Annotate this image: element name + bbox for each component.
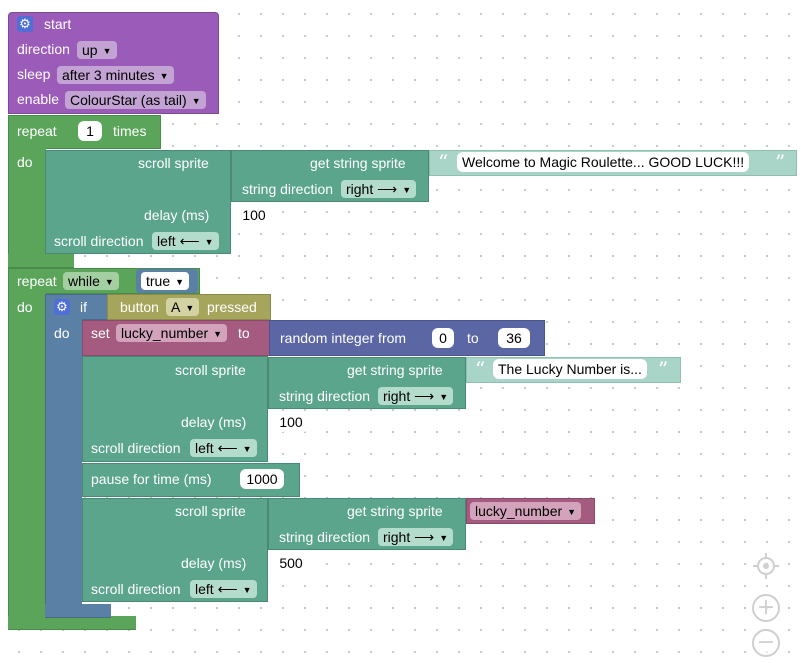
open-quote-icon-2: “ (475, 357, 486, 381)
delay-input-3[interactable]: 500 (273, 553, 309, 573)
repeat-label: repeat (17, 123, 57, 139)
sleep-label: sleep (17, 66, 51, 82)
string-direction-label: string direction (242, 181, 334, 197)
repeat-mode-dropdown[interactable]: while ▼ (63, 272, 119, 290)
variable-getter-dropdown[interactable]: lucky_number ▼ (470, 502, 582, 520)
boolean-dropdown[interactable]: true ▼ (141, 272, 190, 290)
string-direction-dropdown[interactable]: right ⟶ ▼ (341, 180, 417, 198)
close-quote-icon: ” (775, 150, 786, 174)
random-from-input[interactable]: 0 (432, 328, 454, 348)
repeat-times-left-arm (8, 148, 46, 260)
enable-dropdown[interactable]: ColourStar (as tail) ▼ (65, 91, 206, 109)
if-left-arm (45, 319, 82, 609)
string-direction-label-2: string direction (279, 388, 371, 404)
direction-dropdown[interactable]: up ▼ (77, 41, 117, 59)
minus-icon[interactable]: − (752, 629, 780, 657)
random-to-input[interactable]: 36 (498, 328, 530, 348)
button-label: button (120, 299, 159, 315)
sleep-dropdown[interactable]: after 3 minutes ▼ (57, 66, 174, 84)
set-label: set (91, 325, 110, 341)
repeat-count-input[interactable]: 1 (78, 121, 102, 141)
do-label-2: do (17, 299, 33, 315)
delay-input[interactable]: 100 (236, 205, 272, 225)
enable-label: enable (17, 91, 60, 107)
if-do-label: do (54, 325, 70, 341)
pressed-label: pressed (207, 299, 257, 315)
string-direction-dropdown-3[interactable]: right ⟶ ▼ (378, 528, 454, 546)
times-label: times (113, 123, 147, 139)
crosshair-icon[interactable] (752, 552, 780, 580)
scroll-sprite-label: scroll sprite (138, 155, 209, 171)
repeat-times-bottom (8, 254, 74, 268)
delay-input-2[interactable]: 100 (273, 412, 309, 432)
string-direction-dropdown-2[interactable]: right ⟶ ▼ (378, 387, 454, 405)
scroll-direction-dropdown[interactable]: left ⟵ ▼ (152, 232, 219, 250)
if-gear-icon[interactable]: ⚙ (54, 299, 70, 315)
button-dropdown[interactable]: A ▼ (166, 298, 200, 316)
scroll-direction-dropdown-2[interactable]: left ⟵ ▼ (190, 439, 257, 457)
do-label: do (17, 154, 33, 170)
lucky-text-input[interactable]: The Lucky Number is... (493, 359, 647, 379)
scroll-sprite-label-3: scroll sprite (175, 503, 246, 519)
delay-label: delay (ms) (144, 207, 210, 223)
gear-icon[interactable]: ⚙ (17, 16, 33, 32)
start-title: start (44, 16, 72, 32)
if-bottom (45, 604, 111, 618)
scroll-direction-label-2: scroll direction (91, 440, 181, 456)
repeat-while-label: repeat (17, 273, 57, 289)
welcome-text-input[interactable]: Welcome to Magic Roulette... GOOD LUCK!!… (457, 152, 750, 172)
get-string-sprite-block-3[interactable] (268, 498, 466, 550)
set-to-label: to (238, 325, 250, 341)
close-quote-icon-2: ” (658, 357, 669, 381)
repeat-while-left-arm (8, 293, 46, 618)
pause-input[interactable]: 1000 (240, 469, 284, 489)
plus-icon[interactable]: + (752, 594, 780, 622)
delay-label-3: delay (ms) (181, 555, 247, 571)
get-string-sprite-label: get string sprite (310, 155, 406, 171)
random-label: random integer from (280, 330, 407, 346)
variable-dropdown[interactable]: lucky_number ▼ (116, 324, 228, 342)
string-direction-label-3: string direction (279, 529, 371, 545)
random-to-label: to (467, 330, 479, 346)
delay-label-2: delay (ms) (181, 414, 247, 430)
if-label: if (80, 299, 87, 315)
direction-label: direction (17, 41, 70, 57)
scroll-sprite-label-2: scroll sprite (175, 362, 246, 378)
open-quote-icon: “ (438, 150, 449, 174)
get-string-sprite-label-2: get string sprite (347, 362, 443, 378)
repeat-while-bottom (8, 616, 136, 630)
scroll-direction-label: scroll direction (54, 233, 144, 249)
get-string-sprite-label-3: get string sprite (347, 503, 443, 519)
pause-label: pause for time (ms) (91, 471, 212, 487)
scroll-direction-label-3: scroll direction (91, 581, 181, 597)
scroll-direction-dropdown-3[interactable]: left ⟵ ▼ (190, 580, 257, 598)
